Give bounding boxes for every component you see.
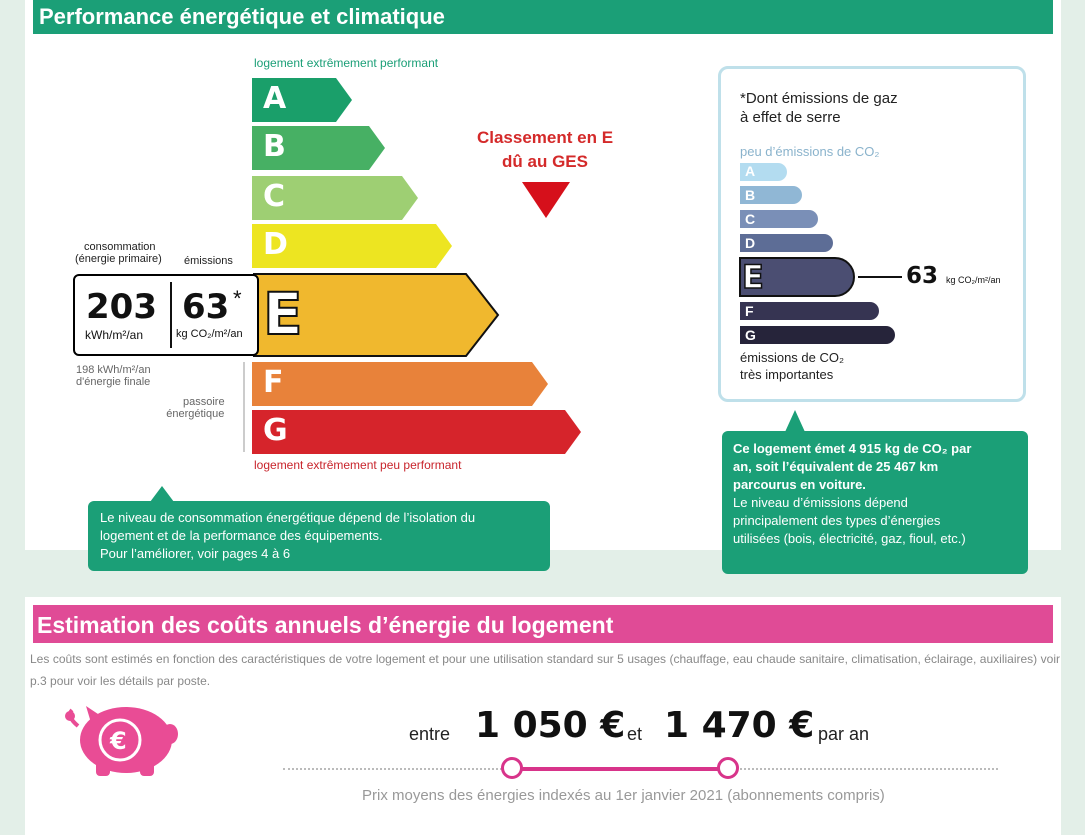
- letter-a: A: [263, 81, 287, 116]
- scale-bottom-label: logement extrêmement peu performant: [254, 458, 462, 472]
- ges-letter-b: B: [745, 187, 756, 203]
- letter-g: G: [263, 413, 288, 448]
- emissions-label: émissions: [184, 255, 233, 267]
- letter-f: F: [263, 365, 284, 400]
- consumption-label: consommation (énergie primaire): [75, 241, 162, 265]
- letter-b: B: [263, 129, 286, 164]
- passoire-label: passoire énergétique: [166, 396, 225, 420]
- cost-range-min-marker: [501, 757, 523, 779]
- cost-min: 1 050 €: [475, 705, 626, 746]
- emissions-star: *: [233, 286, 242, 311]
- callout-right-pointer: [785, 410, 805, 432]
- letter-d: D: [263, 227, 288, 262]
- cost-range-max-marker: [717, 757, 739, 779]
- section-title-costs: Estimation des coûts annuels d’énergie d…: [33, 605, 1053, 643]
- cost-max: 1 470 €: [664, 705, 815, 746]
- cost-footnote: Prix moyens des énergies indexés au 1er …: [362, 787, 885, 804]
- scale-top-label: logement extrêmement performant: [254, 56, 439, 70]
- ges-current-letter: E: [741, 257, 764, 297]
- letter-c: C: [263, 179, 286, 214]
- ges-letter-f: F: [745, 303, 754, 319]
- consumption-value: 203: [86, 287, 157, 327]
- ges-bottom-label: émissions de CO₂ très importantes: [740, 350, 845, 382]
- cost-and-word: et: [627, 724, 643, 744]
- classement-note: Classement en E dû au GES: [476, 128, 614, 171]
- cost-per-year: par an: [818, 724, 870, 744]
- callout-consumption: Le niveau de consommation énergétique dé…: [88, 501, 550, 571]
- callout-left-pointer: [150, 486, 174, 502]
- piggy-euro-symbol: €: [109, 727, 127, 755]
- piggy-bank-icon: €: [65, 706, 178, 776]
- ges-value-unit: kg CO₂/m²/an: [946, 275, 1001, 285]
- box-divider: [170, 282, 172, 348]
- current-class-letter: E: [262, 280, 304, 348]
- consumption-emissions-box: [73, 274, 259, 356]
- ges-letter-c: C: [745, 211, 756, 227]
- emissions-value: 63: [182, 287, 230, 327]
- ges-letter-d: D: [745, 235, 756, 251]
- ges-title: *Dont émissions de gaz à effet de serre: [740, 90, 898, 126]
- ges-value: 63: [906, 263, 939, 289]
- callout-ges: Ce logement émet 4 915 kg de CO₂ par an,…: [722, 431, 1028, 574]
- emissions-unit: kg CO₂/m²/an: [176, 328, 243, 340]
- ges-top-label: peu d’émissions de CO₂: [740, 144, 880, 159]
- section-title-performance: Performance énergétique et climatique: [33, 0, 1053, 34]
- cost-range-bar: [512, 767, 728, 771]
- cost-note: Les coûts sont estimés en fonction des c…: [30, 652, 1060, 688]
- cost-between-word: entre: [409, 724, 451, 744]
- ges-letter-a: A: [745, 163, 756, 179]
- consumption-unit: kWh/m²/an: [85, 328, 144, 342]
- final-energy-note: 198 kWh/m²/an d'énergie finale: [76, 364, 151, 388]
- ges-letter-g: G: [745, 327, 756, 343]
